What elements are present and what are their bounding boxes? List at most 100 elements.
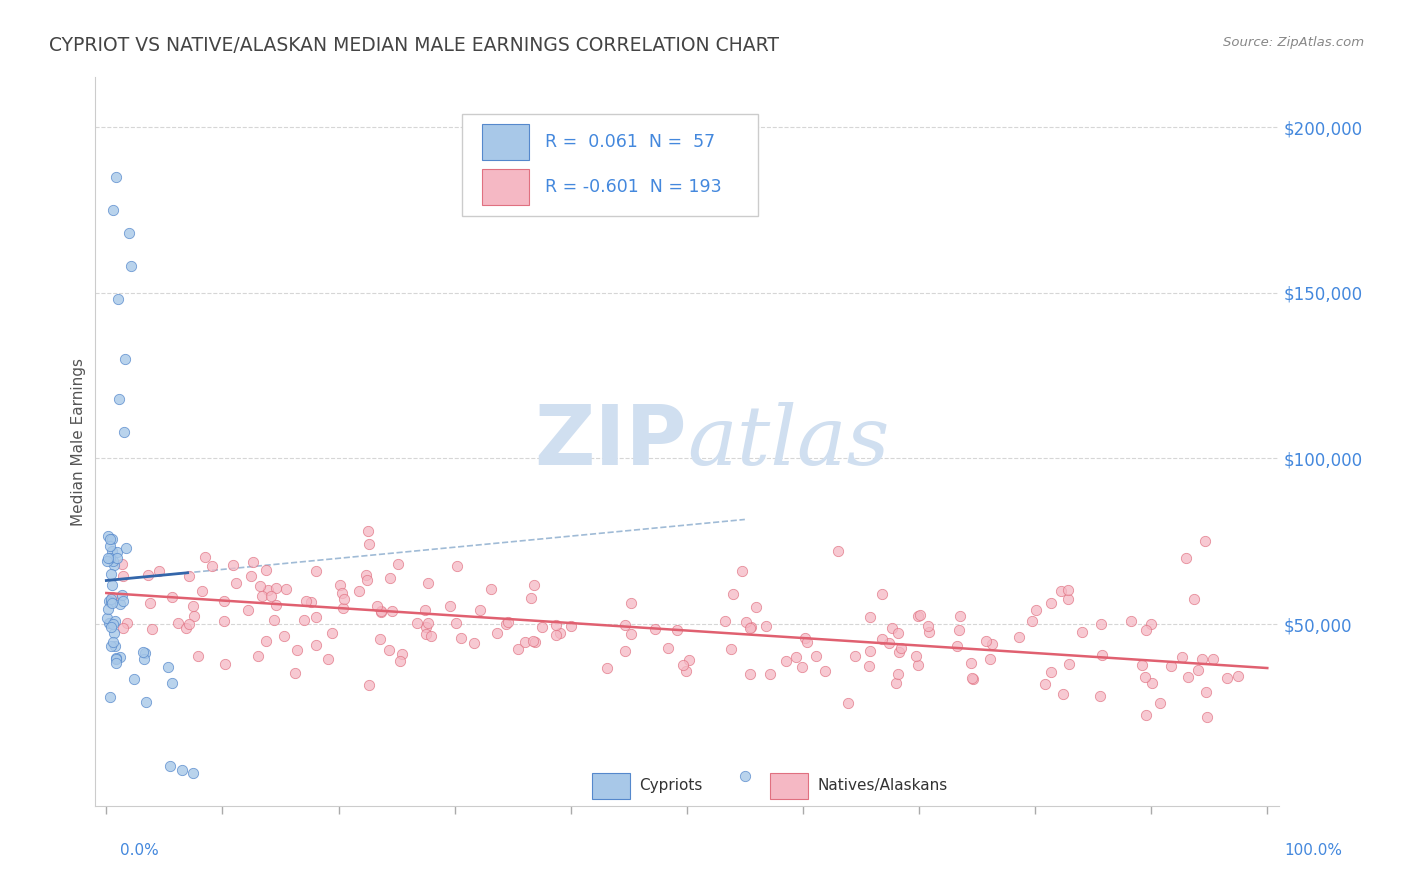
Bar bbox=[482, 124, 529, 161]
Point bbox=[1135, 707, 1157, 722]
Point bbox=[1140, 676, 1163, 690]
Point bbox=[389, 654, 412, 668]
Point bbox=[212, 593, 235, 607]
Point bbox=[918, 625, 941, 640]
Point bbox=[444, 615, 467, 630]
Point bbox=[103, 625, 125, 640]
Point bbox=[103, 635, 125, 649]
Point bbox=[98, 615, 121, 630]
Point bbox=[98, 690, 121, 704]
Point bbox=[675, 664, 697, 678]
Point bbox=[329, 578, 352, 592]
Point bbox=[105, 169, 128, 184]
Point bbox=[122, 672, 145, 686]
Point bbox=[1008, 631, 1031, 645]
Point bbox=[962, 671, 984, 685]
Point bbox=[316, 652, 339, 666]
Text: R = -0.601  N = 193: R = -0.601 N = 193 bbox=[544, 178, 721, 195]
Point bbox=[162, 676, 184, 690]
Point bbox=[183, 766, 205, 780]
Point bbox=[187, 648, 209, 663]
Point bbox=[495, 616, 517, 631]
Point bbox=[1088, 689, 1111, 703]
Point bbox=[904, 648, 927, 663]
Point bbox=[1121, 614, 1143, 628]
Point bbox=[1090, 617, 1112, 632]
Point bbox=[486, 626, 509, 640]
Point bbox=[1171, 650, 1194, 665]
Bar bbox=[482, 169, 529, 204]
Point bbox=[177, 617, 200, 632]
Point bbox=[101, 532, 124, 546]
Point bbox=[544, 628, 567, 642]
Text: CYPRIOT VS NATIVE/ALASKAN MEDIAN MALE EARNINGS CORRELATION CHART: CYPRIOT VS NATIVE/ALASKAN MEDIAN MALE EA… bbox=[49, 36, 779, 54]
Point bbox=[620, 596, 643, 610]
Point bbox=[139, 596, 162, 610]
Point bbox=[740, 667, 762, 681]
Point bbox=[112, 621, 135, 635]
Text: Source: ZipAtlas.com: Source: ZipAtlas.com bbox=[1223, 36, 1364, 49]
Point bbox=[979, 652, 1001, 666]
Point bbox=[98, 539, 121, 553]
Point bbox=[644, 622, 666, 636]
Point bbox=[672, 657, 695, 672]
Point bbox=[796, 634, 818, 648]
Point bbox=[1057, 592, 1080, 607]
Point bbox=[1050, 584, 1073, 599]
Point bbox=[284, 666, 307, 681]
Point bbox=[962, 672, 984, 686]
Point bbox=[112, 425, 135, 439]
Point bbox=[917, 619, 939, 633]
Point bbox=[418, 615, 440, 630]
Point bbox=[264, 598, 287, 612]
Point bbox=[614, 618, 637, 632]
Point bbox=[177, 569, 200, 583]
Point bbox=[357, 524, 380, 539]
Text: Cypriots: Cypriots bbox=[640, 779, 703, 793]
Point bbox=[191, 583, 214, 598]
Point bbox=[877, 636, 900, 650]
Point bbox=[105, 550, 128, 565]
Point bbox=[357, 537, 380, 551]
Text: 100.0%: 100.0% bbox=[1285, 843, 1343, 858]
Point bbox=[236, 602, 259, 616]
Point bbox=[1133, 670, 1156, 684]
Point bbox=[134, 646, 156, 660]
Point bbox=[136, 568, 159, 582]
Point bbox=[273, 629, 295, 643]
Point bbox=[907, 608, 929, 623]
Point bbox=[387, 558, 409, 572]
Point bbox=[1177, 670, 1199, 684]
Point bbox=[890, 641, 912, 656]
Point bbox=[250, 589, 273, 603]
Point bbox=[256, 634, 278, 648]
Point bbox=[949, 608, 972, 623]
Point bbox=[880, 621, 903, 635]
Point bbox=[347, 583, 370, 598]
Point bbox=[170, 763, 193, 777]
Point bbox=[415, 627, 437, 641]
Point bbox=[257, 582, 280, 597]
Point bbox=[97, 602, 120, 616]
Point bbox=[391, 647, 413, 661]
Point bbox=[159, 759, 181, 773]
Text: Natives/Alaskans: Natives/Alaskans bbox=[817, 779, 948, 793]
Point bbox=[515, 635, 537, 649]
Point bbox=[1130, 658, 1153, 673]
Point bbox=[548, 625, 571, 640]
Point bbox=[100, 639, 122, 653]
Point bbox=[305, 609, 328, 624]
Point bbox=[1160, 659, 1182, 673]
Point bbox=[1033, 676, 1056, 690]
Point bbox=[859, 644, 882, 658]
Point bbox=[260, 589, 283, 603]
Point bbox=[98, 551, 121, 566]
Point bbox=[285, 643, 308, 657]
Point bbox=[370, 605, 392, 619]
Point bbox=[745, 600, 768, 615]
Point bbox=[468, 602, 491, 616]
Point bbox=[1202, 652, 1225, 666]
Point bbox=[249, 579, 271, 593]
Point bbox=[1195, 710, 1218, 724]
Point bbox=[214, 657, 236, 672]
